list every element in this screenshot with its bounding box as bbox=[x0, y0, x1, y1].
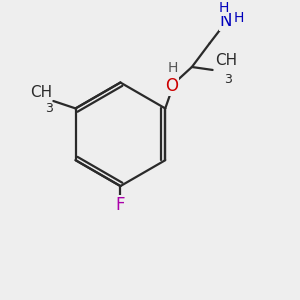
Text: CH: CH bbox=[216, 53, 238, 68]
Text: 3: 3 bbox=[224, 73, 232, 86]
Text: N: N bbox=[220, 12, 232, 30]
Text: F: F bbox=[116, 196, 125, 214]
Text: O: O bbox=[165, 77, 178, 95]
Text: 3: 3 bbox=[46, 103, 53, 116]
Text: H: H bbox=[167, 61, 178, 76]
Text: H: H bbox=[218, 1, 229, 15]
Text: CH: CH bbox=[30, 85, 52, 100]
Text: H: H bbox=[234, 11, 244, 25]
